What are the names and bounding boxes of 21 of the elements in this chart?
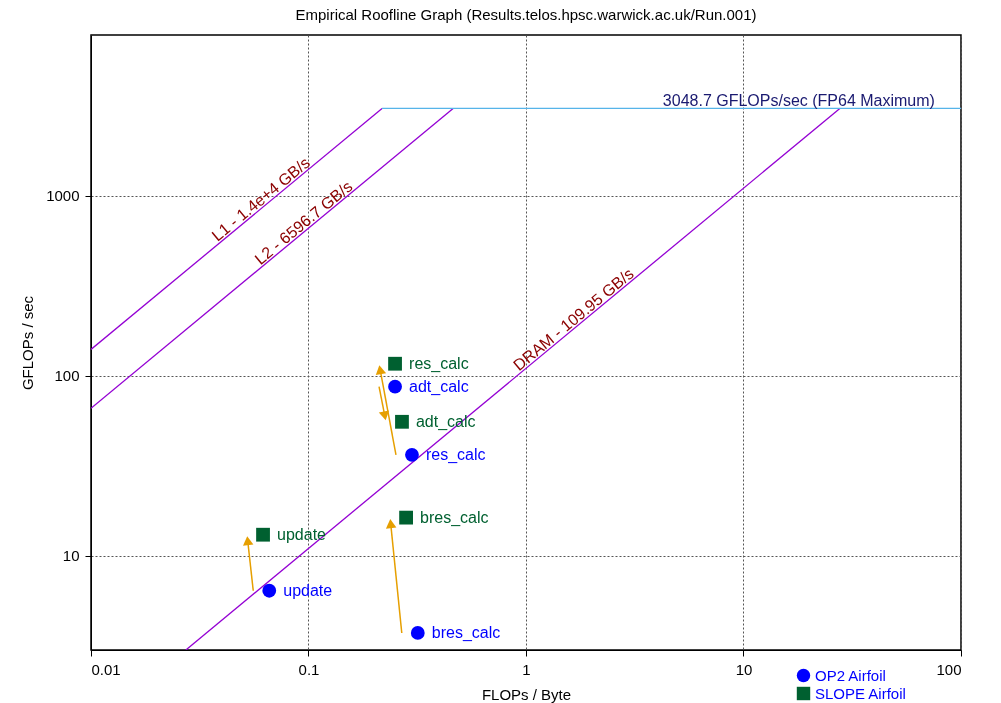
- data-label: res_calc: [425, 445, 486, 464]
- data-label: bres_calc: [420, 508, 489, 527]
- x-tick-label: 10: [735, 660, 753, 678]
- data-label: update: [277, 525, 327, 543]
- data-label: bres_calc: [431, 623, 501, 642]
- x-axis-title: FLOPs / Byte: [481, 685, 572, 703]
- x-tick-label: 1: [522, 660, 531, 678]
- data-label: res_calc: [409, 354, 469, 373]
- legend-label: OP2 Airfoil: [815, 666, 886, 684]
- y-tick-label: 10: [62, 547, 80, 565]
- chart-title: Empirical Roofline Graph (Results.telos.hpsc.warwick.ac.uk/Run.001): [295, 6, 757, 23]
- series-label: 3048.7 GFLOPs/sec (FP64 Maximum): [662, 92, 935, 110]
- y-tick-label: 1000: [46, 187, 80, 205]
- y-axis-title: GFLOPs / sec: [19, 295, 37, 391]
- data-label: update: [283, 581, 333, 599]
- data-label: adt_calc: [409, 377, 469, 396]
- x-tick-label: 0.01: [91, 660, 121, 678]
- legend-label: SLOPE Airfoil: [815, 684, 906, 702]
- x-tick-label: 0.1: [298, 660, 320, 678]
- y-tick-label: 100: [54, 367, 80, 385]
- x-tick-label: 100: [936, 660, 962, 678]
